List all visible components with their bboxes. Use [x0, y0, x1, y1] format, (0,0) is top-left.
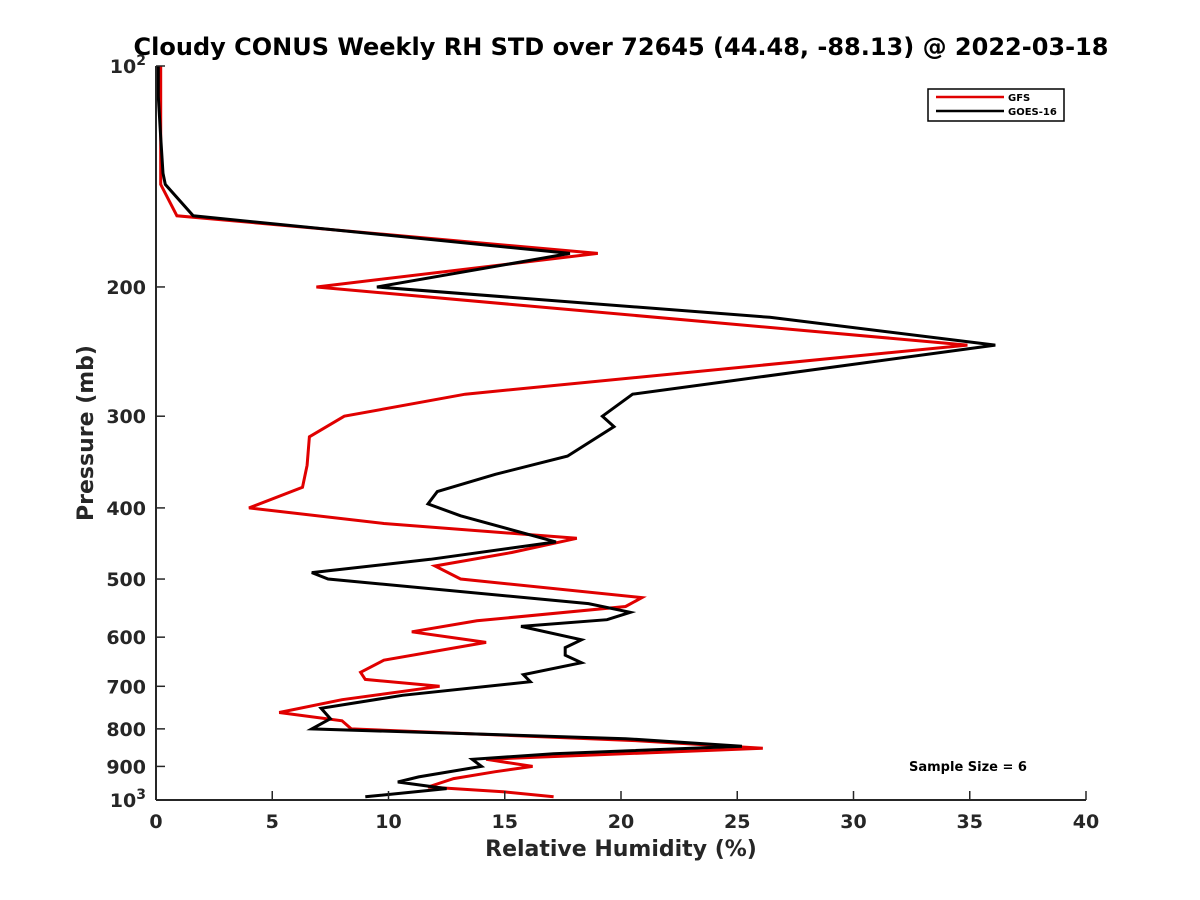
y-axis-label: Pressure (mb): [74, 345, 99, 521]
y-tick-label: 900: [106, 756, 146, 778]
chart-title: Cloudy CONUS Weekly RH STD over 72645 (4…: [134, 33, 1109, 61]
series-line-goes16: [156, 66, 996, 799]
x-tick-label: 20: [608, 811, 634, 833]
x-axis-label: Relative Humidity (%): [485, 837, 757, 862]
y-tick-label: 102: [110, 53, 146, 78]
y-tick-label: 103: [110, 787, 146, 812]
y-tick-label: 700: [106, 676, 146, 698]
legend-box: [927, 88, 1065, 122]
legend: GFS GOES-16: [927, 88, 1065, 122]
series-line-gfs: [159, 66, 968, 799]
x-tick-label: 25: [724, 811, 750, 833]
x-tick-label: 10: [375, 811, 401, 833]
legend-label-gfs: GFS: [1008, 93, 1030, 104]
sample-size-annotation: Sample Size = 6: [909, 760, 1027, 775]
x-tick-label: 40: [1073, 811, 1099, 833]
x-tick-label: 15: [492, 811, 518, 833]
y-tick-label: 500: [106, 569, 146, 591]
y-tick-label: 300: [106, 406, 146, 428]
x-tick-label: 5: [266, 811, 279, 833]
y-tick-label: 600: [106, 627, 146, 649]
y-tick-label: 200: [106, 277, 146, 299]
legend-label-goes16: GOES-16: [1008, 107, 1057, 118]
x-tick-label: 30: [840, 811, 866, 833]
y-tick-label: 800: [106, 719, 146, 741]
x-tick-label: 35: [957, 811, 983, 833]
y-tick-label: 400: [106, 498, 146, 520]
x-tick-label: 0: [149, 811, 162, 833]
